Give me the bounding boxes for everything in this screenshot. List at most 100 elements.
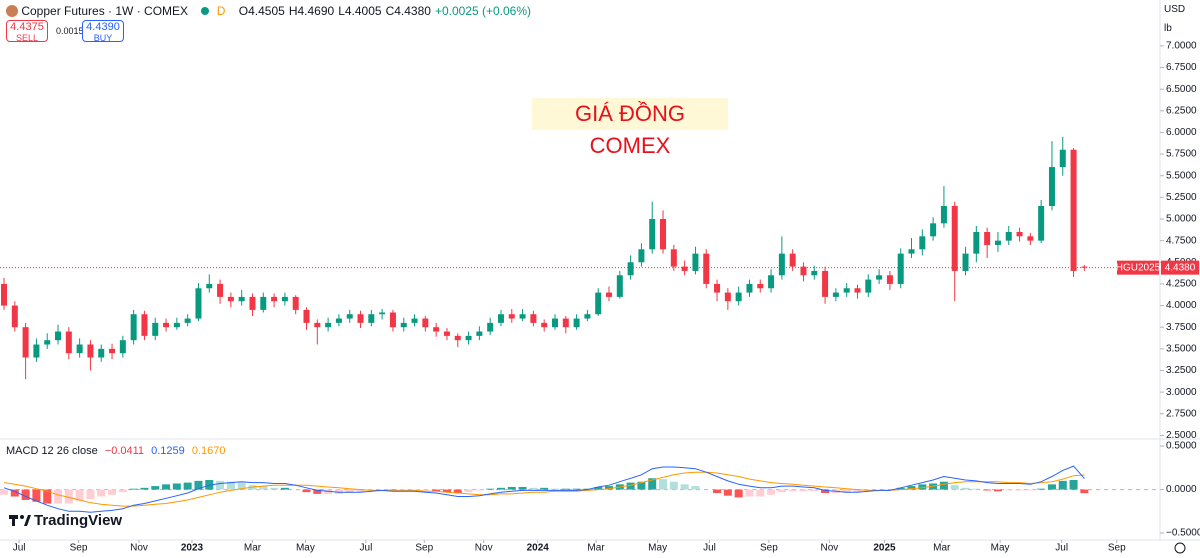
x-tick-label: Mar	[587, 543, 605, 554]
candle-body	[876, 275, 883, 280]
candle-body	[152, 322, 159, 336]
x-tick-label: Jul	[1055, 543, 1068, 554]
candle-body	[33, 344, 40, 358]
x-tick-label: Sep	[70, 543, 88, 554]
x-tick-label: Nov	[130, 543, 148, 554]
candle-body	[843, 288, 850, 293]
macd-histogram-bar	[993, 489, 1002, 492]
symbol-icon	[6, 5, 18, 17]
y-tick-label: 4.2500	[1166, 279, 1197, 290]
unit[interactable]: lb	[1164, 23, 1172, 34]
candle-body	[606, 292, 613, 297]
macd-histogram-bar	[345, 489, 354, 494]
candle-body	[832, 292, 839, 297]
last-price-symbol-box	[1117, 260, 1159, 275]
macd-histogram-bar	[821, 489, 830, 494]
macd-histogram-bar	[432, 489, 441, 492]
y-tick-label: 3.2500	[1166, 365, 1197, 376]
y-tick-label: 2.5000	[1166, 430, 1197, 441]
macd-histogram-bar	[280, 487, 289, 490]
macd-histogram-bar	[64, 489, 73, 504]
macd-histogram-bar	[507, 486, 516, 490]
candle-body	[1038, 206, 1045, 241]
macd-histogram-bar	[961, 487, 970, 490]
candle-body	[746, 283, 753, 293]
macd-histogram-bar	[172, 483, 181, 490]
candle-body	[789, 253, 796, 267]
candle-body	[325, 322, 332, 328]
macd-histogram-bar	[659, 479, 668, 490]
macd-histogram-bar	[518, 486, 527, 490]
macd-line	[3, 465, 1085, 513]
macd-histogram-bar	[1047, 484, 1056, 490]
macd-histogram-bar	[648, 478, 657, 490]
candle-body	[897, 253, 904, 284]
macd-histogram-bar	[939, 481, 948, 490]
candle-body	[22, 327, 29, 358]
macd-histogram-bar	[896, 487, 905, 490]
candle-body	[249, 296, 256, 310]
y-tick-label: 0.0000	[1166, 484, 1197, 495]
x-tick-label: Sep	[760, 543, 778, 554]
candle-body	[919, 236, 926, 250]
candle-body	[886, 275, 893, 284]
x-tick-label: Mar	[933, 543, 951, 554]
y-tick-label: 6.2500	[1166, 105, 1197, 116]
candle-body	[551, 318, 558, 328]
macd-histogram-bar	[464, 489, 473, 493]
candle-body	[811, 270, 818, 276]
macd-histogram-bar	[237, 482, 246, 490]
brand-logo	[9, 515, 31, 526]
macd-histogram-bar	[97, 489, 106, 497]
x-tick-label: Sep	[415, 543, 433, 554]
settings-icon[interactable]	[1174, 542, 1186, 554]
candle-body	[519, 314, 526, 319]
candle-body	[368, 314, 375, 323]
macd-histogram-bar	[1026, 489, 1035, 491]
candle-body	[854, 288, 861, 293]
candle-body	[973, 231, 980, 254]
signal-value: 0.1670	[191, 445, 226, 457]
macd-histogram-bar	[313, 489, 322, 494]
candle-body	[141, 314, 148, 336]
candle-body	[714, 283, 721, 293]
macd-histogram-bar	[356, 489, 365, 493]
last-price: 4.4380	[1165, 262, 1196, 273]
logo-shape	[12, 515, 15, 526]
x-tick-label: Nov	[475, 543, 493, 554]
x-tick-label: Jul	[703, 543, 716, 554]
macd-hist-value: −0.0411	[104, 445, 145, 457]
candle-body	[195, 288, 202, 319]
macd-histogram-bar	[216, 480, 225, 490]
candle-body	[670, 249, 677, 267]
candle-body	[703, 253, 710, 284]
ohlc-value: +0.0025 (+0.06%)	[434, 4, 532, 18]
macd-title: MACD 12 26 close	[6, 445, 98, 457]
macd-histogram-bar	[496, 487, 505, 490]
macd-histogram-bar	[270, 487, 279, 490]
y-tick-label: 5.5000	[1166, 170, 1197, 181]
candle-body	[357, 314, 364, 323]
macd-histogram-bar	[842, 489, 851, 494]
macd-histogram-bar	[853, 489, 862, 493]
candle-body	[1070, 149, 1077, 271]
macd-histogram-bar	[1015, 489, 1024, 491]
candle-body	[692, 253, 699, 271]
ohlc-value: C4.4380	[385, 4, 431, 18]
macd-histogram-bar	[756, 489, 765, 497]
sell-button[interactable]: 4.4375 SELL	[6, 20, 48, 43]
candle-body	[433, 327, 440, 332]
x-tick-label: Nov	[821, 543, 839, 554]
currency[interactable]: USD	[1164, 4, 1186, 15]
macd-histogram-bar	[442, 489, 451, 493]
candle-body	[206, 283, 213, 289]
candle-body	[951, 206, 958, 271]
symbol[interactable]: Copper Futures · 1W · COMEX	[21, 4, 189, 18]
buy-button[interactable]: 4.4390 BUY	[82, 20, 124, 43]
candle-body	[768, 275, 775, 289]
macd-value: 0.1259	[151, 445, 185, 457]
ohlc-value: L4.4005	[338, 4, 382, 18]
macd-histogram-bar	[799, 489, 808, 492]
macd-histogram-bar	[1004, 489, 1013, 491]
